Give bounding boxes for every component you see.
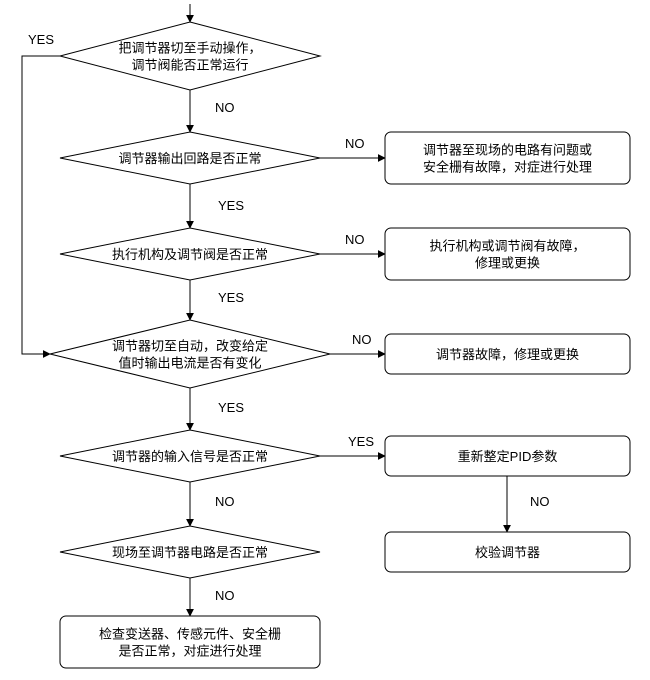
node-d2: 调节器输出回路是否正常 [60,132,320,184]
svg-text:调节器故障，修理或更换: 调节器故障，修理或更换 [436,347,579,362]
edge-d1-d4 [22,56,60,354]
edge-label-d3-d4: YES [218,290,244,305]
node-b3: 执行机构或调节阀有故障，修理或更换 [385,228,630,280]
edge-label-d4-b4: NO [352,332,372,347]
node-b7: 检查变送器、传感元件、安全栅是否正常，对症进行处理 [60,616,320,668]
node-b5: 重新整定PID参数 [385,436,630,476]
edge-label-d2-b2: NO [345,136,365,151]
edge-label-d3-b3: NO [345,232,365,247]
svg-text:执行机构及调节阀是否正常: 执行机构及调节阀是否正常 [112,247,268,262]
svg-text:检查变送器、传感元件、安全栅是否正常，对症进行处理: 检查变送器、传感元件、安全栅是否正常，对症进行处理 [99,626,281,658]
svg-text:重新整定PID参数: 重新整定PID参数 [458,449,558,464]
node-b4: 调节器故障，修理或更换 [385,334,630,374]
svg-text:调节器的输入信号是否正常: 调节器的输入信号是否正常 [112,449,268,464]
node-d4: 调节器切至自动，改变给定值时输出电流是否有变化 [50,320,330,388]
svg-text:调节器至现场的电路有问题或安全栅有故障，对症进行处理: 调节器至现场的电路有问题或安全栅有故障，对症进行处理 [423,142,592,174]
node-d3: 执行机构及调节阀是否正常 [60,228,320,280]
node-b8: 校验调节器 [385,532,630,572]
edge-label-d5-d6: NO [215,494,235,509]
node-d1: 把调节器切至手动操作，调节阀能否正常运行 [60,22,320,90]
edge-label-d5-b5: YES [348,434,374,449]
edge-label-d1-d2: NO [215,100,235,115]
svg-text:调节器切至自动，改变给定值时输出电流是否有变化: 调节器切至自动，改变给定值时输出电流是否有变化 [112,338,268,370]
node-d6: 现场至调节器电路是否正常 [60,526,320,578]
svg-text:把调节器切至手动操作，调节阀能否正常运行: 把调节器切至手动操作，调节阀能否正常运行 [118,40,261,72]
edge-label-d2-d3: YES [218,198,244,213]
edge-label-d6-b7: NO [215,588,235,603]
node-b2: 调节器至现场的电路有问题或安全栅有故障，对症进行处理 [385,132,630,184]
svg-text:调节器输出回路是否正常: 调节器输出回路是否正常 [118,151,261,166]
svg-text:现场至调节器电路是否正常: 现场至调节器电路是否正常 [112,545,268,560]
node-d5: 调节器的输入信号是否正常 [60,430,320,482]
flowchart-svg: NO YES YES YES NO NO NO NO NO YES NO YES 把调节器切至手动操作，… [0,0,650,680]
edge-label-d1-d4: YES [28,32,54,47]
edge-label-d4-d5: YES [218,400,244,415]
svg-text:校验调节器: 校验调节器 [475,545,540,560]
edge-label-b5-b8: NO [530,494,550,509]
